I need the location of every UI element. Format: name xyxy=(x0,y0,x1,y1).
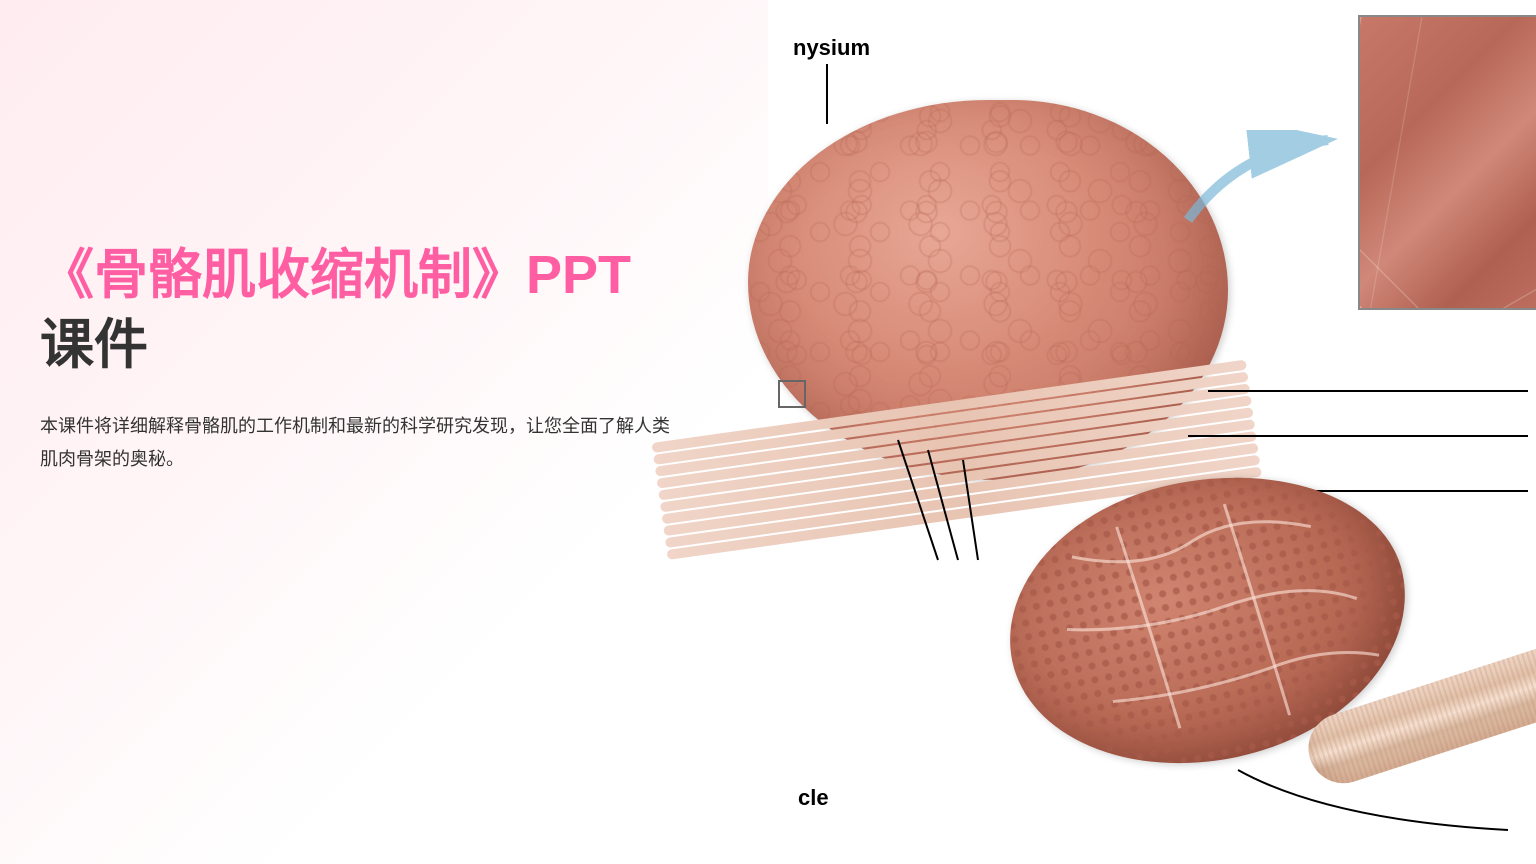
detail-indicator-square xyxy=(778,380,806,408)
slide-container: 《骨骼肌收缩机制》PPT 课件 本课件将详细解释骨骼肌的工作机制和最新的科学研究… xyxy=(0,0,1536,864)
text-panel: 《骨骼肌收缩机制》PPT 课件 本课件将详细解释骨骼肌的工作机制和最新的科学研究… xyxy=(0,0,768,864)
zoom-arrow xyxy=(1178,130,1348,230)
perimysium-line xyxy=(1228,760,1528,850)
muscle-illustration: nysium xyxy=(748,0,1536,864)
micrograph-texture xyxy=(1360,17,1536,308)
label-line-1 xyxy=(1208,390,1528,392)
slide-subtitle: 本课件将详细解释骨骼肌的工作机制和最新的科学研究发现，让您全面了解人类肌肉骨架的… xyxy=(40,410,680,475)
title-bracket-text: 《骨骼肌收缩机制》 xyxy=(40,245,526,305)
illustration-panel: nysium xyxy=(768,0,1536,864)
title-ppt: PPT xyxy=(526,245,631,305)
slide-title: 《骨骼肌收缩机制》PPT 课件 xyxy=(40,240,728,380)
label-mysium: nysium xyxy=(793,35,870,61)
title-courseware: 课件 xyxy=(40,315,148,375)
label-line-2 xyxy=(1188,435,1528,437)
micrograph-panel xyxy=(1358,15,1536,310)
label-bottom-left: cle xyxy=(798,785,829,811)
